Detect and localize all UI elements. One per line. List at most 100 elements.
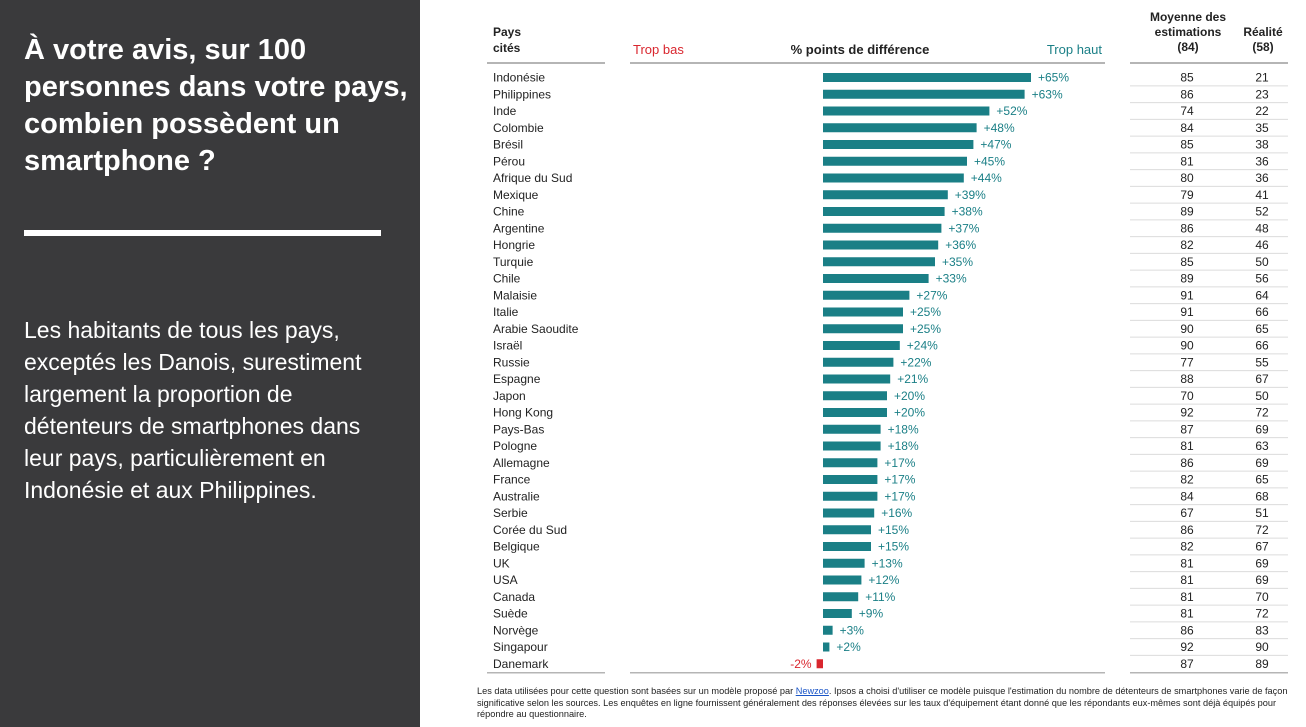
reality-value: 64 [1255, 288, 1269, 302]
bar [823, 508, 875, 518]
reality-value: 72 [1255, 406, 1269, 420]
header-reality-line1: Réalité [1243, 25, 1283, 39]
mean-estimate-value: 82 [1180, 540, 1194, 554]
reality-value: 23 [1255, 87, 1269, 101]
reality-value: 67 [1255, 540, 1269, 554]
bar-value-label: +15% [878, 523, 909, 537]
bar-value-label: +48% [984, 121, 1015, 135]
bar-value-label: +39% [955, 188, 986, 202]
bar-value-label: +25% [910, 322, 941, 336]
reality-value: 46 [1255, 238, 1269, 252]
mean-estimate-value: 67 [1180, 506, 1194, 520]
bar-value-label: +33% [936, 272, 967, 286]
bar-value-label: +21% [897, 372, 928, 386]
footnote-text-before: Les data utilisées pour cette question s… [477, 686, 796, 696]
bar [823, 190, 948, 200]
reality-value: 36 [1255, 171, 1269, 185]
header-too-high: Trop haut [1046, 42, 1102, 57]
header-mean-line2: estimations [1154, 25, 1222, 39]
bar [823, 542, 871, 551]
bar [823, 625, 833, 635]
country-label: Italie [493, 305, 519, 319]
bar-value-label: +17% [884, 489, 915, 503]
header-countries: Pays cités [493, 24, 521, 56]
mean-estimate-value: 86 [1180, 221, 1194, 235]
bar-value-label: +20% [894, 406, 925, 420]
bar-value-label: +18% [888, 422, 919, 436]
country-label: Danemark [493, 657, 549, 671]
mean-estimate-value: 85 [1180, 71, 1194, 85]
country-label: Brésil [493, 138, 523, 152]
country-label: Australie [493, 489, 540, 503]
bar [823, 106, 990, 116]
country-label: Allemagne [493, 456, 550, 470]
reality-value: 21 [1255, 71, 1269, 85]
bar-value-label: +11% [865, 590, 895, 604]
mean-estimate-value: 81 [1180, 439, 1194, 453]
mean-estimate-value: 90 [1180, 322, 1194, 336]
reality-value: 68 [1255, 489, 1269, 503]
header-rule-values [1130, 62, 1288, 64]
mean-estimate-value: 86 [1180, 87, 1194, 101]
bar [823, 73, 1031, 82]
bar [823, 207, 945, 216]
country-label: Suède [493, 607, 528, 621]
mean-estimate-value: 82 [1180, 473, 1194, 487]
mean-estimate-value: 81 [1180, 607, 1194, 621]
header-countries-line1: Pays [493, 25, 522, 39]
bar-value-label: +16% [881, 506, 912, 520]
footnote-link-newzoo[interactable]: Newzoo [795, 686, 829, 696]
bar [823, 408, 887, 417]
summary-text: Les habitants de tous les pays, exceptés… [24, 317, 362, 503]
header-mean-line3: (84) [1177, 40, 1199, 54]
mean-estimate-value: 92 [1180, 640, 1194, 654]
bar-value-label: +12% [868, 573, 899, 587]
header-mean-estimates: Moyenne des estimations (84) [1132, 10, 1244, 55]
bar [823, 307, 903, 317]
header-difference: % points de différence [790, 42, 930, 57]
reality-value: 65 [1255, 473, 1269, 487]
country-label: Afrique du Sud [493, 171, 572, 185]
bar-value-label: +37% [948, 221, 979, 235]
reality-value: 51 [1255, 506, 1269, 520]
reality-value: 66 [1255, 339, 1269, 353]
bar [823, 391, 887, 401]
reality-value: 35 [1255, 121, 1269, 135]
country-label: Espagne [493, 372, 541, 386]
country-label: Philippines [493, 87, 551, 101]
reality-value: 36 [1255, 154, 1269, 168]
header-rule-countries [487, 62, 605, 64]
mean-estimate-value: 86 [1180, 456, 1194, 470]
mean-estimate-value: 74 [1180, 104, 1194, 118]
bar-value-label: +2% [836, 640, 861, 654]
mean-estimate-value: 89 [1180, 272, 1194, 286]
reality-value: 56 [1255, 272, 1269, 286]
mean-estimate-value: 70 [1180, 389, 1194, 403]
bar-value-label: +52% [996, 104, 1027, 118]
header-too-low: Trop bas [633, 42, 684, 57]
bar [823, 274, 929, 283]
reality-value: 69 [1255, 456, 1269, 470]
bar-value-label: +36% [945, 238, 976, 252]
reality-value: 63 [1255, 439, 1269, 453]
reality-value: 52 [1255, 205, 1269, 219]
bar [823, 475, 878, 484]
mean-estimate-value: 84 [1180, 489, 1194, 503]
bar-value-label: -2% [790, 657, 812, 671]
bar [823, 441, 881, 451]
mean-estimate-value: 87 [1180, 657, 1194, 671]
bar-value-label: +27% [916, 288, 947, 302]
reality-value: 90 [1255, 640, 1269, 654]
country-label: Pologne [493, 439, 537, 453]
header-reality: Réalité (58) [1238, 25, 1288, 55]
bar-value-label: +3% [840, 623, 865, 637]
bar [823, 156, 967, 166]
bar [823, 223, 942, 233]
bar [823, 341, 900, 350]
country-label: Israël [493, 339, 522, 353]
bar [823, 575, 862, 585]
bar-value-label: +63% [1032, 87, 1063, 101]
reality-value: 69 [1255, 422, 1269, 436]
mean-estimate-value: 88 [1180, 372, 1194, 386]
